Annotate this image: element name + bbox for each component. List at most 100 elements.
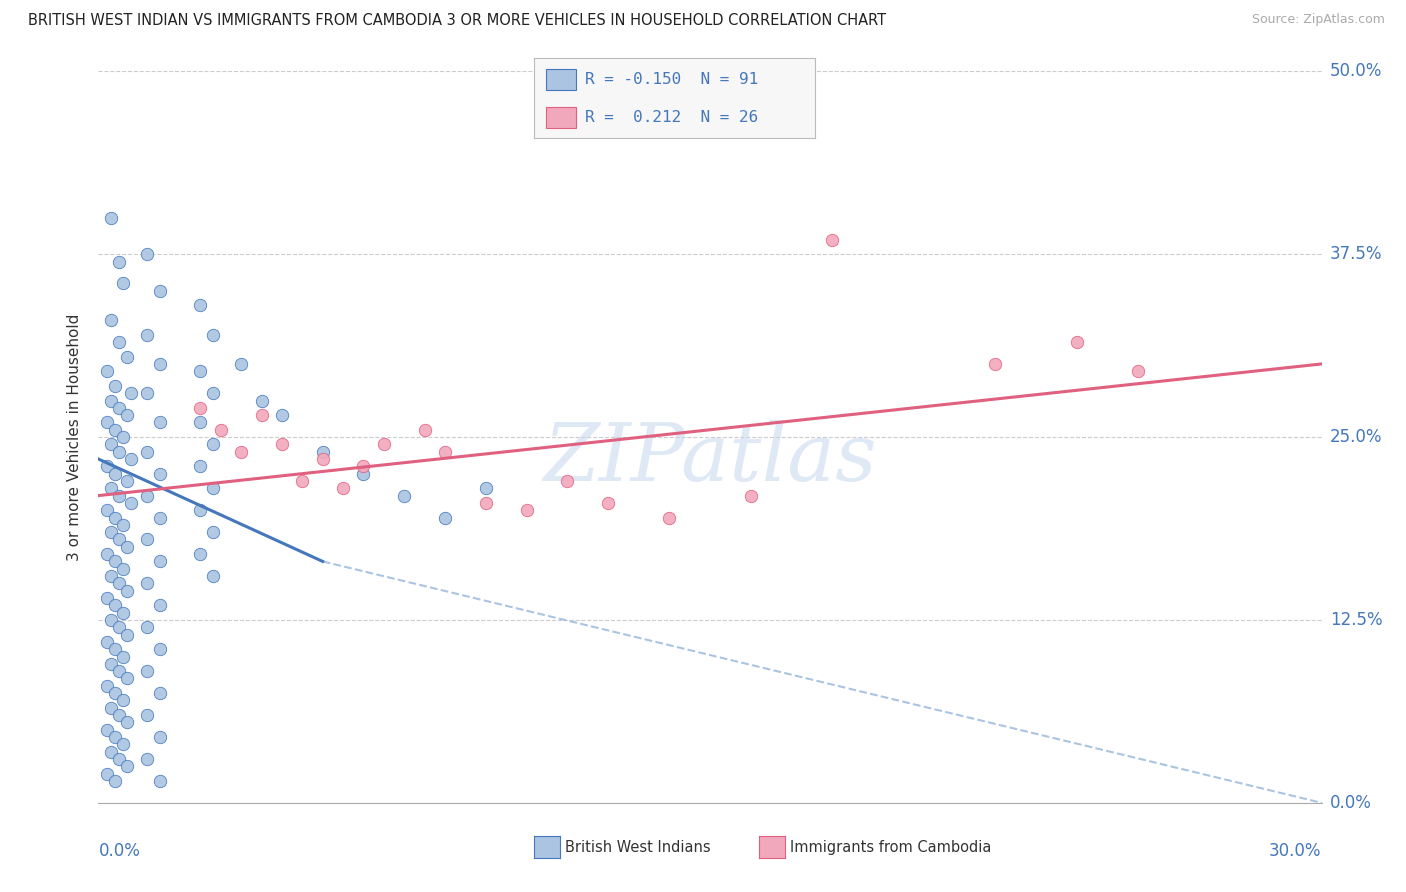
Point	[100, 700, 122, 714]
Point	[108, 254, 131, 268]
Point	[201, 386, 224, 401]
Point	[111, 562, 134, 576]
Text: BRITISH WEST INDIAN VS IMMIGRANTS FROM CAMBODIA 3 OR MORE VEHICLES IN HOUSEHOLD : BRITISH WEST INDIAN VS IMMIGRANTS FROM C…	[28, 13, 886, 29]
Point	[740, 489, 762, 503]
Point	[188, 364, 212, 378]
Point	[115, 540, 138, 554]
Point	[149, 599, 172, 613]
Point	[108, 401, 131, 415]
Point	[231, 357, 253, 371]
Y-axis label: 3 or more Vehicles in Household: 3 or more Vehicles in Household	[67, 313, 83, 561]
Text: Source: ZipAtlas.com: Source: ZipAtlas.com	[1251, 13, 1385, 27]
Point	[104, 642, 127, 657]
Text: 50.0%: 50.0%	[1330, 62, 1382, 80]
Point	[111, 606, 134, 620]
Point	[136, 620, 159, 634]
Text: 0.0%: 0.0%	[1330, 794, 1372, 812]
Point	[136, 752, 159, 766]
Point	[474, 496, 498, 510]
Point	[149, 284, 172, 298]
Point	[111, 737, 134, 751]
Point	[115, 759, 138, 773]
Point	[373, 437, 395, 451]
Point	[136, 327, 159, 342]
Point	[108, 576, 131, 591]
Point	[188, 547, 212, 561]
Point	[100, 313, 122, 327]
Point	[149, 773, 172, 788]
Text: ZIPatlas: ZIPatlas	[543, 420, 877, 498]
Text: 25.0%: 25.0%	[1330, 428, 1382, 446]
Point	[555, 474, 579, 488]
Point	[231, 444, 253, 458]
Point	[201, 327, 224, 342]
Text: 30.0%: 30.0%	[1270, 842, 1322, 860]
Point	[188, 503, 212, 517]
Point	[111, 430, 134, 444]
Point	[108, 444, 131, 458]
Point	[120, 452, 142, 467]
Point	[100, 525, 122, 540]
Point	[108, 57, 131, 71]
Point	[104, 379, 127, 393]
Point	[1128, 364, 1150, 378]
Point	[149, 510, 172, 524]
Point	[108, 708, 131, 723]
Point	[111, 649, 134, 664]
Point	[270, 437, 294, 451]
Point	[115, 350, 138, 364]
Point	[136, 386, 159, 401]
Point	[433, 444, 456, 458]
Point	[188, 416, 212, 430]
Point	[658, 510, 681, 524]
Point	[100, 393, 122, 408]
Point	[108, 489, 131, 503]
Text: 0.0%: 0.0%	[98, 842, 141, 860]
Point	[96, 766, 118, 780]
Bar	[546, 107, 576, 128]
Point	[120, 386, 142, 401]
Point	[149, 686, 172, 700]
Point	[96, 503, 118, 517]
Point	[115, 408, 138, 422]
Point	[352, 467, 374, 481]
Point	[332, 481, 354, 495]
Text: British West Indians: British West Indians	[565, 840, 711, 855]
Point	[984, 357, 1007, 371]
Point	[188, 401, 212, 415]
Text: R =  0.212  N = 26: R = 0.212 N = 26	[585, 110, 758, 125]
Point	[149, 357, 172, 371]
Point	[108, 620, 131, 634]
Point	[136, 664, 159, 678]
Point	[115, 672, 138, 686]
Point	[100, 657, 122, 671]
Point	[312, 444, 335, 458]
Point	[115, 474, 138, 488]
Point	[115, 627, 138, 641]
Point	[96, 547, 118, 561]
Point	[111, 277, 134, 291]
Point	[149, 730, 172, 744]
Point	[291, 474, 314, 488]
Point	[111, 517, 134, 532]
Point	[104, 467, 127, 481]
Point	[188, 298, 212, 312]
Point	[136, 533, 159, 547]
Point	[100, 745, 122, 759]
Text: Immigrants from Cambodia: Immigrants from Cambodia	[790, 840, 991, 855]
Point	[96, 723, 118, 737]
Point	[96, 635, 118, 649]
Point	[104, 599, 127, 613]
Point	[96, 459, 118, 474]
Point	[433, 510, 456, 524]
Point	[108, 752, 131, 766]
Text: 37.5%: 37.5%	[1330, 245, 1382, 263]
Text: R = -0.150  N = 91: R = -0.150 N = 91	[585, 72, 758, 87]
Point	[250, 393, 273, 408]
Point	[270, 408, 294, 422]
Point	[149, 416, 172, 430]
Point	[516, 503, 538, 517]
Text: 12.5%: 12.5%	[1330, 611, 1382, 629]
Point	[188, 459, 212, 474]
Point	[149, 642, 172, 657]
